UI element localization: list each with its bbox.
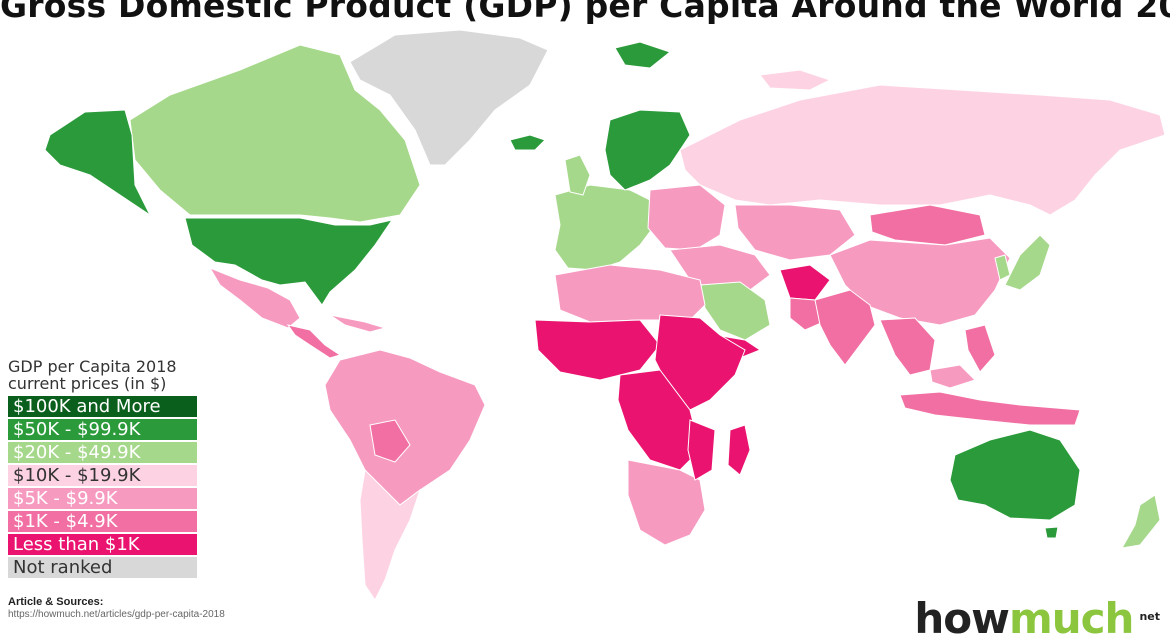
region-korea <box>994 254 1011 281</box>
region-india <box>814 289 876 366</box>
region-tasmania <box>1044 526 1059 539</box>
region-arctic-islands <box>759 69 832 91</box>
region-greenland <box>349 29 549 166</box>
region-iceland <box>509 134 546 151</box>
legend-item-1k-4k: $1K - $4.9K <box>8 511 197 532</box>
region-mongolia <box>869 204 986 246</box>
region-indonesia <box>899 391 1081 426</box>
region-saudi-arabia <box>699 281 771 341</box>
brand-how: how <box>914 594 1010 643</box>
region-madagascar <box>727 424 751 476</box>
brand-net: net <box>1139 610 1160 623</box>
region-alaska <box>44 109 152 217</box>
sources: Article & Sources: https://howmuch.net/a… <box>8 596 225 620</box>
region-europe-west <box>554 184 656 271</box>
legend: GDP per Capita 2018 current prices (in $… <box>8 358 203 578</box>
region-afghanistan <box>779 264 831 301</box>
sources-url[interactable]: https://howmuch.net/articles/gdp-per-cap… <box>8 609 225 620</box>
region-canada <box>129 44 421 223</box>
legend-item-not-ranked: Not ranked <box>8 557 197 578</box>
region-central-asia <box>734 204 856 261</box>
region-new-zealand <box>1121 494 1161 549</box>
legend-title-line1: GDP per Capita 2018 <box>8 357 177 376</box>
region-usa <box>184 217 394 306</box>
legend-items: $100K and More $50K - $99.9K $20K - $49.… <box>8 396 203 578</box>
brand-much: much <box>1008 594 1134 643</box>
region-central-america <box>286 324 342 359</box>
region-south-america-north <box>324 349 486 506</box>
region-southern-africa <box>627 459 706 546</box>
howmuch-logo: howmuch net <box>914 594 1160 643</box>
legend-title: GDP per Capita 2018 current prices (in $… <box>8 358 203 392</box>
region-russia <box>679 84 1166 216</box>
legend-title-line2: current prices (in $) <box>8 374 167 393</box>
region-uk <box>564 154 591 196</box>
region-se-asia <box>879 317 936 376</box>
region-bolivia <box>369 419 411 463</box>
legend-item-less-than-1k: Less than $1K <box>8 534 197 555</box>
region-south-america-south <box>359 468 421 601</box>
region-europe-east <box>647 184 726 251</box>
region-scandinavia <box>604 109 691 191</box>
sources-heading: Article & Sources: <box>8 596 104 608</box>
page-title: Gross Domestic Product (GDP) per Capita … <box>0 0 1170 25</box>
region-north-africa <box>554 264 706 323</box>
region-caribbean <box>329 314 387 333</box>
region-japan <box>1004 234 1051 291</box>
legend-item-100k-plus: $100K and More <box>8 396 197 417</box>
region-west-africa <box>534 319 661 381</box>
legend-item-5k-9k: $5K - $9.9K <box>8 488 197 509</box>
region-mexico <box>208 266 301 329</box>
legend-item-50k-99k: $50K - $99.9K <box>8 419 197 440</box>
world-map <box>44 29 1166 601</box>
region-philippines <box>964 324 996 373</box>
legend-item-20k-49k: $20K - $49.9K <box>8 442 197 463</box>
region-svalbard <box>614 41 672 69</box>
region-mozambique <box>687 419 716 481</box>
region-australia <box>949 429 1081 521</box>
legend-item-10k-19k: $10K - $19.9K <box>8 465 197 486</box>
region-malaysia <box>929 364 976 389</box>
